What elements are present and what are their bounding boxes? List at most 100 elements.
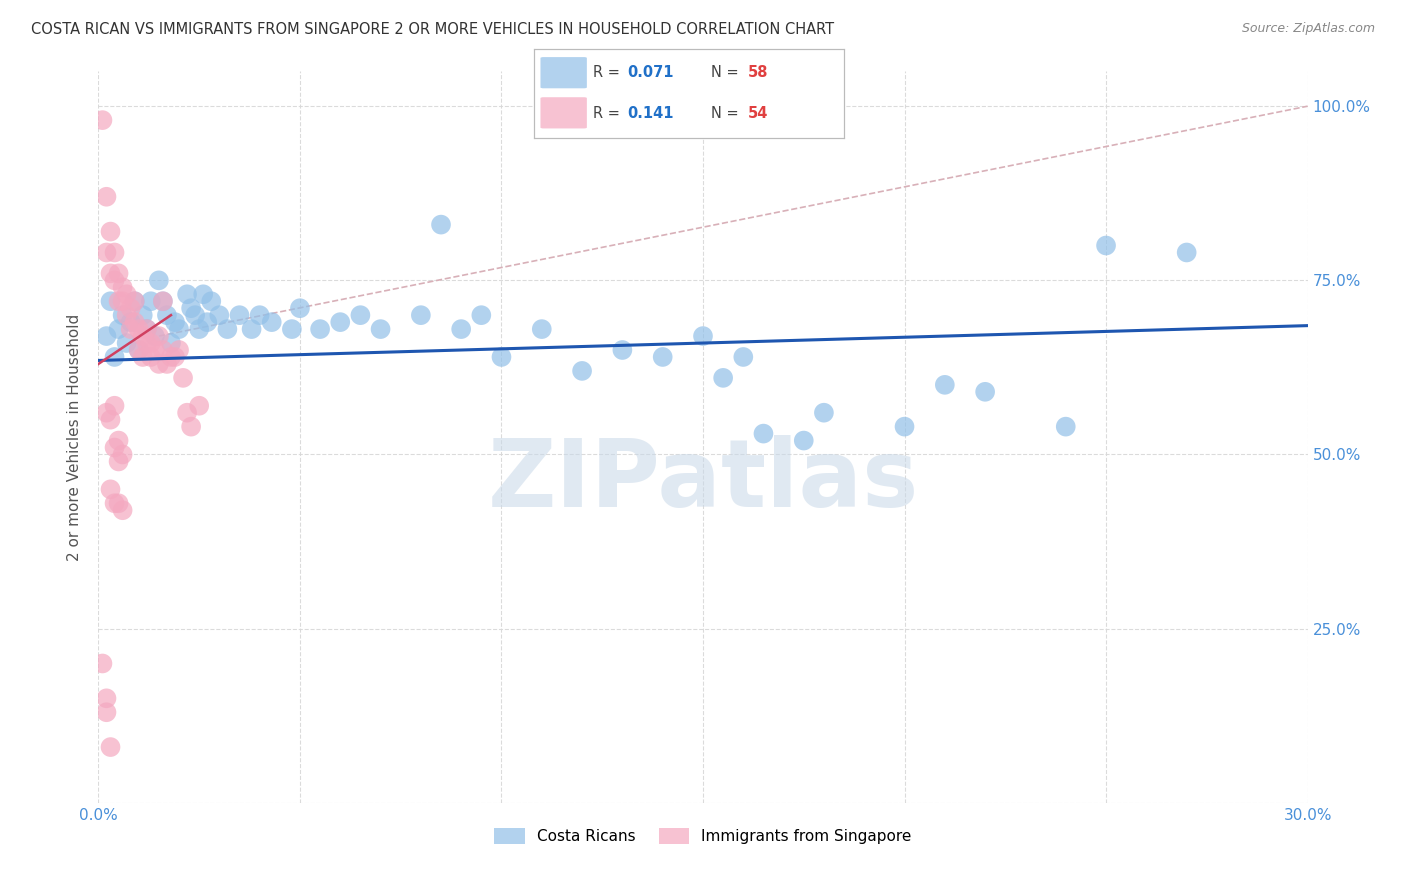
FancyBboxPatch shape bbox=[540, 57, 586, 88]
Text: N =: N = bbox=[710, 106, 742, 120]
Point bbox=[128, 343, 150, 357]
Point bbox=[329, 315, 352, 329]
Point bbox=[124, 294, 146, 309]
Point bbox=[100, 412, 122, 426]
Point bbox=[1175, 245, 1198, 260]
Point bbox=[96, 406, 118, 420]
Text: R =: R = bbox=[593, 65, 624, 79]
Point bbox=[128, 343, 150, 357]
Point bbox=[107, 434, 129, 448]
Point bbox=[96, 691, 118, 706]
Point bbox=[1095, 238, 1118, 252]
Point bbox=[143, 343, 166, 357]
Text: R =: R = bbox=[593, 106, 624, 120]
Point bbox=[103, 245, 125, 260]
Point bbox=[733, 350, 755, 364]
Text: Source: ZipAtlas.com: Source: ZipAtlas.com bbox=[1241, 22, 1375, 36]
Point bbox=[172, 371, 194, 385]
Point bbox=[934, 377, 956, 392]
Point bbox=[124, 315, 146, 329]
Point bbox=[200, 294, 222, 309]
Point bbox=[148, 357, 170, 371]
FancyBboxPatch shape bbox=[540, 97, 586, 128]
Point bbox=[470, 308, 492, 322]
Text: 54: 54 bbox=[748, 106, 768, 120]
Text: N =: N = bbox=[710, 65, 742, 79]
Point bbox=[228, 308, 250, 322]
Point bbox=[180, 419, 202, 434]
Point bbox=[103, 350, 125, 364]
Text: ZIPatlas: ZIPatlas bbox=[488, 435, 918, 527]
Point bbox=[124, 294, 146, 309]
Point bbox=[100, 225, 122, 239]
Point bbox=[160, 350, 183, 364]
Point bbox=[163, 350, 186, 364]
Point bbox=[132, 329, 155, 343]
Point bbox=[167, 322, 190, 336]
Point bbox=[100, 740, 122, 755]
Point bbox=[752, 426, 775, 441]
Point bbox=[96, 705, 118, 719]
Point bbox=[176, 406, 198, 420]
Point bbox=[430, 218, 453, 232]
Point bbox=[711, 371, 734, 385]
Point bbox=[156, 357, 179, 371]
Point bbox=[115, 308, 138, 322]
Point bbox=[1054, 419, 1077, 434]
Point bbox=[115, 336, 138, 351]
Point bbox=[96, 245, 118, 260]
Point bbox=[160, 336, 183, 351]
Point bbox=[167, 343, 190, 357]
Point bbox=[188, 399, 211, 413]
Text: COSTA RICAN VS IMMIGRANTS FROM SINGAPORE 2 OR MORE VEHICLES IN HOUSEHOLD CORRELA: COSTA RICAN VS IMMIGRANTS FROM SINGAPORE… bbox=[31, 22, 834, 37]
Point bbox=[100, 483, 122, 497]
Point bbox=[139, 350, 162, 364]
Point bbox=[152, 294, 174, 309]
Point bbox=[288, 301, 311, 316]
Point bbox=[139, 336, 162, 351]
Point bbox=[208, 308, 231, 322]
Point bbox=[651, 350, 673, 364]
Point bbox=[143, 329, 166, 343]
Point bbox=[111, 294, 134, 309]
Point bbox=[132, 308, 155, 322]
Point bbox=[139, 294, 162, 309]
Point bbox=[893, 419, 915, 434]
Point bbox=[409, 308, 432, 322]
Point bbox=[111, 503, 134, 517]
Point bbox=[813, 406, 835, 420]
Point bbox=[107, 496, 129, 510]
Point bbox=[156, 308, 179, 322]
Point bbox=[96, 190, 118, 204]
Point bbox=[491, 350, 513, 364]
Point bbox=[103, 273, 125, 287]
Point bbox=[571, 364, 593, 378]
Point bbox=[148, 329, 170, 343]
Point bbox=[180, 301, 202, 316]
Point bbox=[217, 322, 239, 336]
Point bbox=[107, 266, 129, 280]
Point bbox=[120, 315, 142, 329]
Point bbox=[152, 343, 174, 357]
Point bbox=[148, 273, 170, 287]
Point bbox=[135, 322, 157, 336]
Y-axis label: 2 or more Vehicles in Household: 2 or more Vehicles in Household bbox=[67, 313, 83, 561]
Point bbox=[184, 308, 207, 322]
Legend: Costa Ricans, Immigrants from Singapore: Costa Ricans, Immigrants from Singapore bbox=[488, 822, 918, 850]
Point bbox=[107, 294, 129, 309]
Point bbox=[100, 294, 122, 309]
Point bbox=[103, 496, 125, 510]
Point bbox=[107, 322, 129, 336]
Point bbox=[450, 322, 472, 336]
Point bbox=[111, 448, 134, 462]
Text: 0.141: 0.141 bbox=[627, 106, 673, 120]
Point bbox=[309, 322, 332, 336]
Point bbox=[793, 434, 815, 448]
Point bbox=[120, 301, 142, 316]
Point bbox=[128, 322, 150, 336]
Point bbox=[193, 287, 215, 301]
Point bbox=[249, 308, 271, 322]
Point bbox=[115, 287, 138, 301]
Point bbox=[152, 294, 174, 309]
Text: 58: 58 bbox=[748, 65, 768, 79]
